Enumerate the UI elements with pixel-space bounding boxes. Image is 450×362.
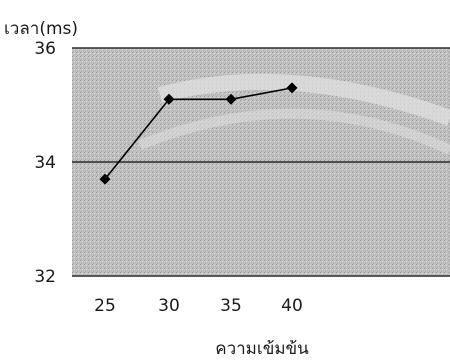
y-tick-label: 36 [34, 39, 56, 59]
x-tick-label: 40 [281, 296, 303, 316]
x-tick-label: 35 [220, 296, 242, 316]
y-axis-title: เวลา(ms) [4, 19, 78, 39]
watermark-arc [157, 73, 450, 126]
gridlines [72, 47, 450, 277]
data-point [163, 93, 175, 105]
y-tick-label: 32 [34, 267, 56, 287]
x-tick-label: 30 [158, 296, 180, 316]
watermark-arc [138, 108, 450, 155]
x-tick-label: 25 [94, 296, 116, 316]
x-axis-ticks: 25 30 35 40 [94, 296, 303, 316]
data-point [99, 173, 111, 185]
x-axis-title: ความเข้มข้น [215, 339, 309, 359]
series [99, 82, 298, 185]
y-axis-ticks: 32 34 36 [34, 39, 56, 287]
data-point [286, 82, 298, 94]
data-point [225, 93, 237, 105]
y-tick-label: 34 [34, 153, 56, 173]
series-line [104, 87, 293, 180]
